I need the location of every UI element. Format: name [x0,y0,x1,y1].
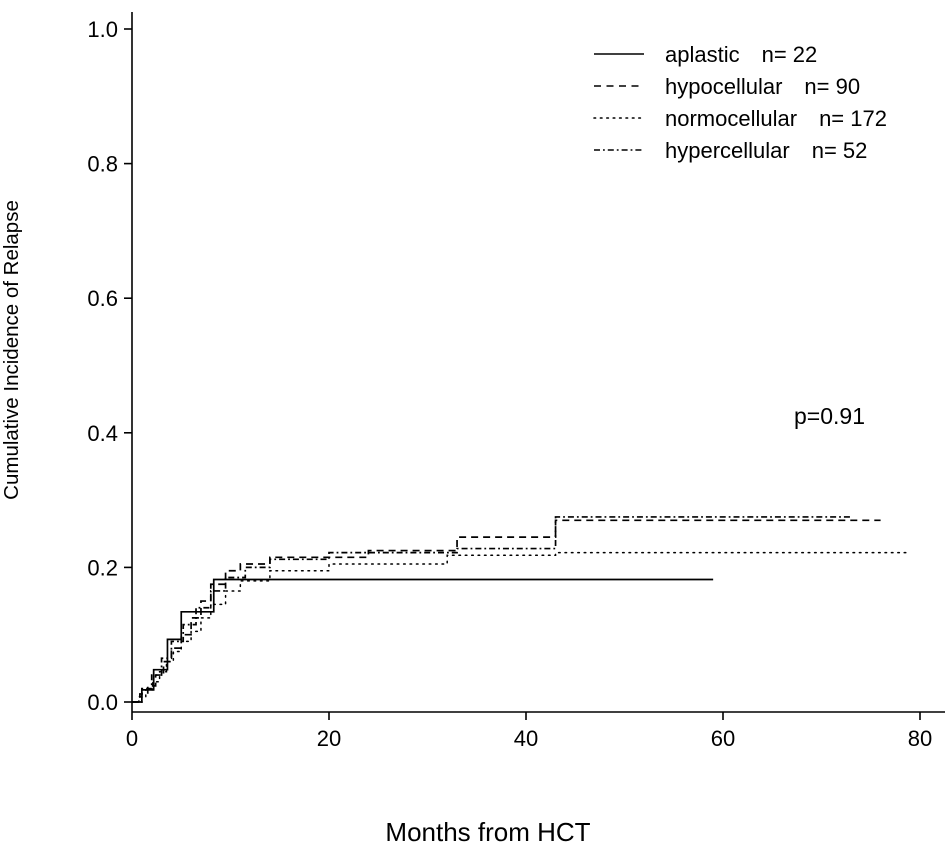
svg-text:0.6: 0.6 [87,286,118,311]
svg-text:60: 60 [711,726,735,751]
svg-text:0.8: 0.8 [87,152,118,177]
svg-text:80: 80 [908,726,932,751]
svg-text:1.0: 1.0 [87,17,118,42]
svg-text:Months from HCT: Months from HCT [385,817,590,847]
svg-text:40: 40 [514,726,538,751]
svg-text:0.2: 0.2 [87,555,118,580]
svg-text:p=0.91: p=0.91 [794,403,865,429]
svg-text:Cumulative Incidence of Relaps: Cumulative Incidence of Relapse [0,200,23,500]
svg-text:0.0: 0.0 [87,690,118,715]
svg-text:20: 20 [317,726,341,751]
svg-text:0: 0 [126,726,138,751]
svg-text:0.4: 0.4 [87,421,118,446]
